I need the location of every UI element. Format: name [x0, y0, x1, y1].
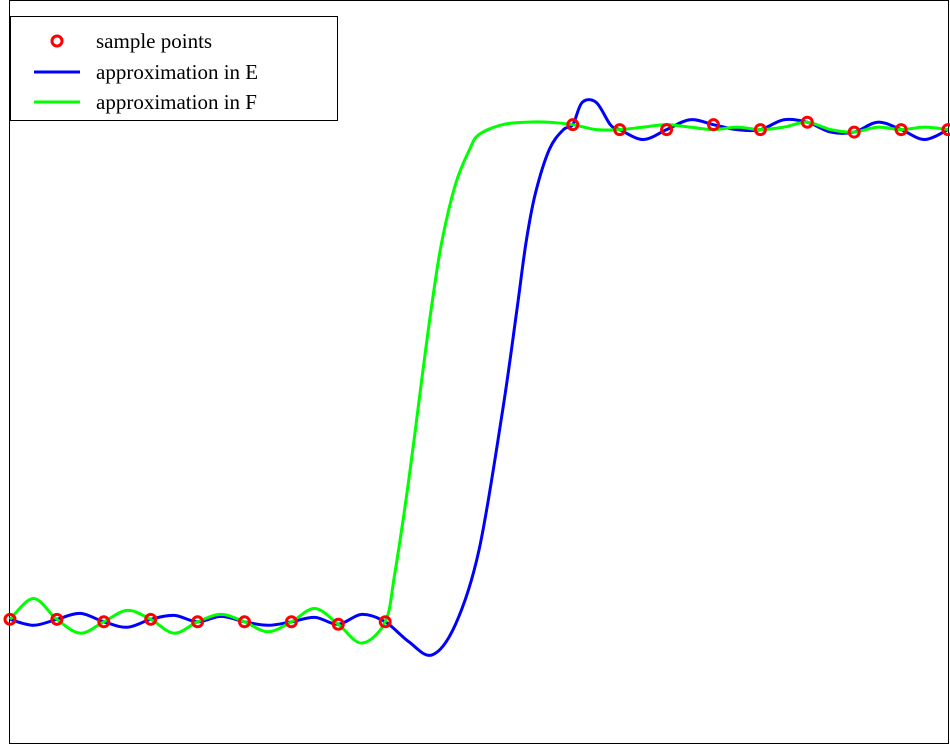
sample-point — [566, 118, 580, 132]
sample-point — [613, 123, 627, 137]
legend-label-sample-points: sample points — [96, 29, 212, 53]
sample-point — [894, 123, 908, 137]
sample-point — [284, 615, 298, 629]
sample-point — [660, 123, 674, 137]
legend-label-approximation-e: approximation in E — [96, 60, 258, 84]
sample-point — [753, 123, 767, 137]
sample-point — [144, 612, 158, 626]
sample-point — [941, 123, 950, 137]
markers-layer — [3, 115, 950, 631]
sample-point — [97, 615, 111, 629]
series-line-approximation-in-e — [9, 98, 949, 657]
sample-point — [238, 615, 251, 629]
series-line-approximation-in-f — [8, 120, 949, 645]
sample-point — [3, 612, 17, 626]
legend-marker-sample-points — [50, 34, 64, 48]
sample-point — [707, 118, 720, 132]
sample-point — [847, 125, 861, 139]
lines-layer — [8, 98, 949, 657]
sample-point — [50, 612, 64, 626]
sample-point — [378, 615, 392, 629]
sample-point — [800, 115, 814, 129]
sample-point — [331, 617, 345, 631]
legend-label-approximation-f: approximation in F — [96, 90, 257, 114]
legend[interactable]: sample points approximation in E approxi… — [10, 16, 338, 121]
sample-point — [191, 615, 205, 629]
